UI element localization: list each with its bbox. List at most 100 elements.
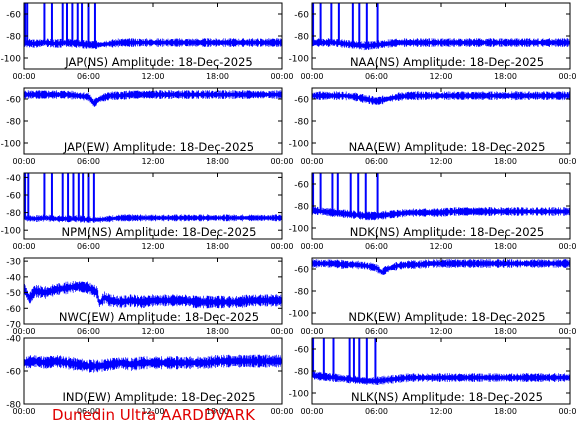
y-tick-label: -40 (6, 335, 21, 345)
x-tick-label: 18:00 (206, 242, 229, 251)
x-tick-label: 12:00 (141, 72, 164, 81)
chart-title: NPM(NS) Amplitude: 18-Dec-2025 (62, 225, 257, 239)
x-tick-label: 12:00 (429, 72, 452, 81)
x-tick-label: 00:00 (300, 327, 323, 336)
x-tick-label: 00:00 (300, 72, 323, 81)
x-tick-label: 06:00 (77, 242, 100, 251)
x-tick-label: 00:00 (12, 157, 35, 166)
footer-label: Dunedin Ultra AARDDVARK (52, 406, 255, 424)
x-tick-label: 00:00 (12, 242, 35, 251)
y-tick-label: -60 (294, 346, 309, 356)
x-tick-label: 18:00 (494, 407, 517, 416)
y-tick-label: -60 (6, 192, 21, 202)
plot-area (24, 354, 282, 373)
plot-area (312, 173, 570, 221)
x-tick-label: 18:00 (206, 157, 229, 166)
x-tick-label: 00:00 (12, 327, 35, 336)
chart-panel: -60 -80 -100 00:00 06:00 12:00 18:00 00:00 NAA(N… (289, 2, 576, 81)
y-tick-label: -80 (6, 118, 21, 128)
y-tick-label: -80 (6, 33, 21, 43)
chart-title: NLK(NS) Amplitude: 18-Dec-2025 (351, 390, 543, 404)
chart-title: NWC(EW) Amplitude: 18-Dec-2025 (59, 310, 259, 324)
x-tick-label: 00:00 (270, 157, 293, 166)
y-tick-label: -100 (289, 225, 310, 235)
x-tick-label: 06:00 (365, 157, 388, 166)
x-tick-label: 00:00 (270, 72, 293, 81)
x-tick-label: 00:00 (300, 157, 323, 166)
chart-title: NAA(NS) Amplitude: 18-Dec-2025 (350, 55, 544, 69)
x-tick-label: 00:00 (558, 72, 576, 81)
series-line (312, 259, 570, 275)
x-tick-label: 00:00 (558, 407, 576, 416)
x-tick-label: 12:00 (141, 407, 164, 416)
y-tick-label: -100 (289, 140, 310, 150)
y-tick-label: -70 (6, 321, 21, 331)
x-tick-label: 18:00 (206, 72, 229, 81)
y-tick-label: -60 (294, 11, 309, 21)
y-tick-label: -60 (6, 96, 21, 106)
x-tick-label: 06:00 (365, 242, 388, 251)
y-tick-label: -60 (6, 305, 21, 315)
y-tick-label: -100 (1, 227, 22, 237)
plot-area (312, 259, 570, 275)
series-line (312, 38, 570, 51)
x-tick-label: 06:00 (77, 72, 100, 81)
chart-panel: -60 -80 -100 00:00 06:00 12:00 18:00 00:00 NAA(E… (289, 87, 576, 166)
x-tick-label: 00:00 (558, 157, 576, 166)
x-tick-label: 12:00 (141, 157, 164, 166)
y-tick-label: -80 (294, 368, 309, 378)
series-line (24, 90, 282, 107)
y-tick-label: -100 (1, 55, 22, 65)
x-tick-label: 12:00 (141, 242, 164, 251)
y-tick-label: -100 (1, 140, 22, 150)
chart-title: IND(EW) Amplitude: 18-Dec-2025 (62, 390, 255, 404)
chart-panel: -60 -80 -100 00:00 06:00 12:00 18:00 00:00 NDK(E… (289, 257, 576, 336)
x-tick-label: 00:00 (270, 407, 293, 416)
chart-title: NDK(NS) Amplitude: 18-Dec-2025 (350, 225, 544, 239)
y-tick-label: -60 (294, 181, 309, 191)
x-tick-label: 06:00 (365, 72, 388, 81)
x-tick-label: 12:00 (429, 242, 452, 251)
y-tick-label: -40 (6, 273, 21, 283)
plot-area (24, 281, 282, 309)
x-tick-label: 00:00 (12, 72, 35, 81)
x-tick-label: 18:00 (494, 327, 517, 336)
y-tick-label: -100 (289, 390, 310, 400)
x-tick-label: 18:00 (206, 407, 229, 416)
series-line (24, 354, 282, 373)
chart-title: NDK(EW) Amplitude: 18-Dec-2025 (348, 310, 545, 324)
x-tick-label: 00:00 (12, 407, 35, 416)
y-tick-label: -50 (6, 289, 21, 299)
x-tick-label: 00:00 (558, 327, 576, 336)
y-tick-label: -60 (294, 266, 309, 276)
plot-area (24, 3, 282, 50)
series-line (312, 206, 570, 221)
plot-area (312, 91, 570, 105)
y-tick-label: -80 (294, 118, 309, 128)
x-tick-label: 12:00 (429, 157, 452, 166)
y-tick-label: -60 (6, 11, 21, 21)
x-tick-label: 06:00 (365, 327, 388, 336)
x-tick-label: 18:00 (494, 72, 517, 81)
x-tick-label: 12:00 (429, 407, 452, 416)
plot-area (24, 90, 282, 107)
y-tick-label: -30 (6, 258, 21, 268)
x-tick-label: 18:00 (494, 157, 517, 166)
chart-title: NAA(EW) Amplitude: 18-Dec-2025 (349, 140, 546, 154)
series-line (24, 281, 282, 309)
x-tick-label: 06:00 (77, 327, 100, 336)
y-tick-label: -60 (6, 368, 21, 378)
x-tick-label: 00:00 (300, 242, 323, 251)
chart-panel: -60 -80 -100 00:00 06:00 12:00 18:00 00:00 NDK(N… (289, 172, 576, 251)
x-tick-label: 00:00 (300, 407, 323, 416)
x-tick-label: 12:00 (141, 327, 164, 336)
x-tick-label: 00:00 (270, 242, 293, 251)
plot-area (312, 338, 570, 385)
plot-area (24, 173, 282, 223)
chart-panel: -60 -80 -100 00:00 06:00 12:00 18:00 00:00 NLK(N… (289, 337, 576, 416)
series-line (312, 91, 570, 105)
y-tick-label: -60 (294, 96, 309, 106)
